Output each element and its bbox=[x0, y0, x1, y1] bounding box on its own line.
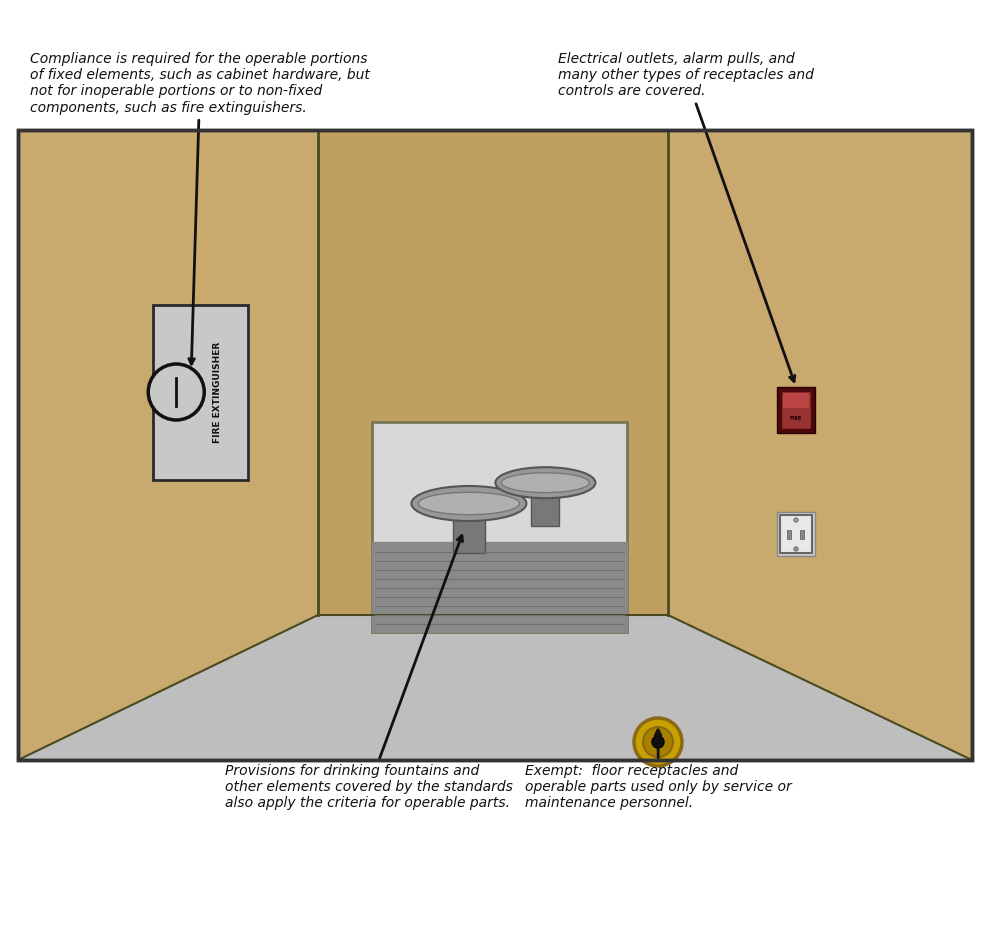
Circle shape bbox=[643, 727, 673, 757]
Circle shape bbox=[652, 736, 664, 748]
Bar bbox=[372, 542, 627, 632]
Bar bbox=[777, 387, 815, 433]
Polygon shape bbox=[18, 130, 318, 760]
Text: Exempt:  floor receptacles and
operable parts used only by service or
maintenanc: Exempt: floor receptacles and operable p… bbox=[525, 730, 792, 810]
Ellipse shape bbox=[412, 486, 527, 521]
Polygon shape bbox=[668, 130, 972, 760]
Bar bbox=[452, 514, 485, 552]
Circle shape bbox=[794, 546, 798, 551]
Bar bbox=[18, 130, 972, 760]
Text: Compliance is required for the operable portions
of fixed elements, such as cabi: Compliance is required for the operable … bbox=[30, 52, 370, 364]
Bar bbox=[800, 530, 804, 539]
Circle shape bbox=[634, 718, 682, 766]
Bar bbox=[787, 530, 791, 539]
Bar bbox=[781, 391, 811, 429]
Ellipse shape bbox=[501, 473, 589, 492]
Polygon shape bbox=[18, 615, 972, 760]
Bar bbox=[372, 422, 627, 632]
Bar bbox=[777, 512, 815, 556]
Circle shape bbox=[148, 364, 204, 420]
Bar bbox=[532, 492, 559, 526]
Text: FIRE EXTINGUISHER: FIRE EXTINGUISHER bbox=[213, 342, 222, 443]
Circle shape bbox=[794, 518, 798, 523]
Ellipse shape bbox=[495, 467, 595, 498]
Text: Provisions for drinking fountains and
other elements covered by the standards
al: Provisions for drinking fountains and ot… bbox=[225, 536, 513, 810]
Text: FIRE: FIRE bbox=[790, 415, 802, 421]
Bar bbox=[152, 305, 248, 480]
Bar bbox=[318, 130, 668, 615]
Ellipse shape bbox=[419, 492, 520, 515]
Text: Electrical outlets, alarm pulls, and
many other types of receptacles and
control: Electrical outlets, alarm pulls, and man… bbox=[558, 52, 814, 382]
Bar bbox=[18, 130, 972, 760]
Bar bbox=[780, 515, 812, 553]
Bar bbox=[783, 393, 809, 408]
